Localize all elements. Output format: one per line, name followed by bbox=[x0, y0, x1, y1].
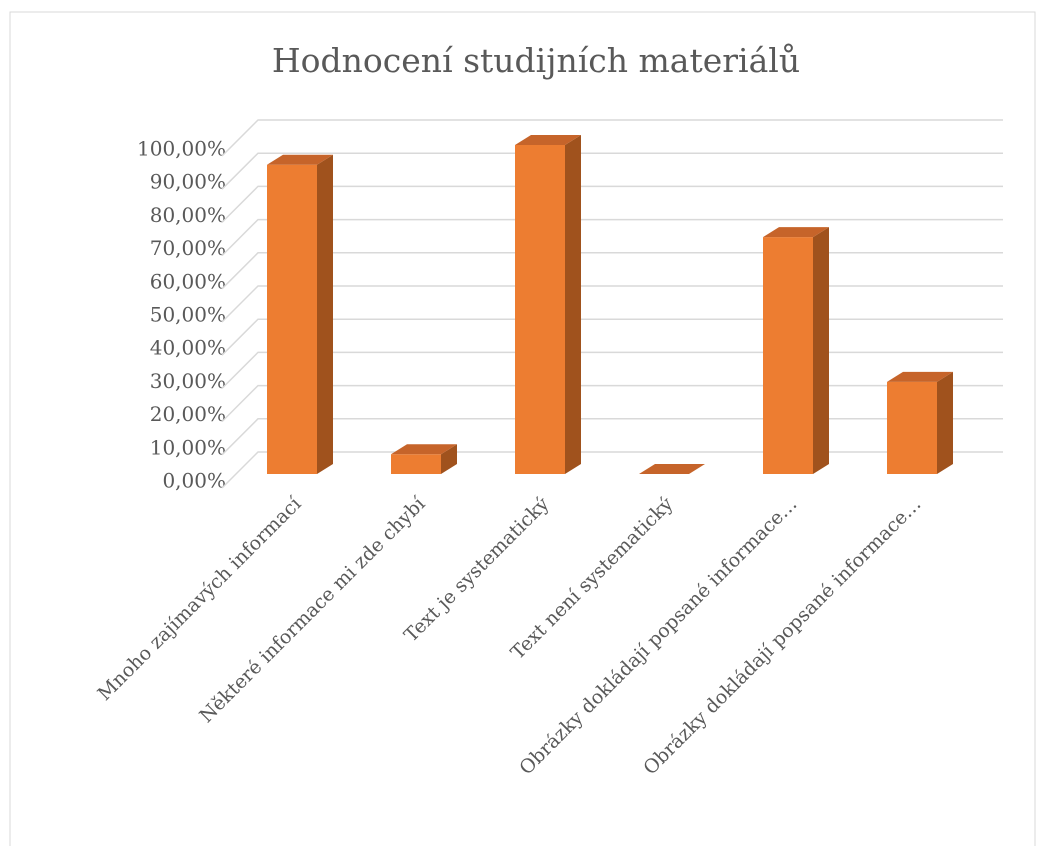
bar-front bbox=[515, 145, 565, 474]
y-tick-label: 50,00% bbox=[150, 303, 226, 327]
bar-front bbox=[887, 381, 937, 474]
y-tick-label: 30,00% bbox=[150, 369, 226, 393]
bar-top bbox=[391, 444, 457, 455]
y-tick-label: 90,00% bbox=[150, 170, 226, 194]
grid-line bbox=[221, 451, 1003, 489]
grid-line bbox=[221, 285, 1003, 323]
bar-front bbox=[267, 164, 317, 475]
bar-front bbox=[763, 237, 813, 474]
bar-top bbox=[639, 464, 705, 474]
bar bbox=[763, 227, 829, 474]
grid-line bbox=[221, 318, 1003, 356]
grid-line bbox=[221, 185, 1003, 223]
y-tick-label: 40,00% bbox=[150, 336, 226, 360]
grid-line bbox=[221, 418, 1003, 456]
grid-line bbox=[221, 152, 1003, 190]
bar-side bbox=[813, 227, 829, 474]
bar bbox=[267, 154, 333, 475]
bar bbox=[887, 371, 953, 474]
grid-line bbox=[221, 252, 1003, 290]
y-tick-label: 80,00% bbox=[150, 203, 226, 227]
bar-side bbox=[441, 444, 457, 474]
y-tick-label: 0,00% bbox=[162, 469, 226, 493]
grid-line bbox=[221, 351, 1003, 389]
y-tick-label: 10,00% bbox=[150, 435, 226, 459]
bar-side bbox=[317, 154, 333, 475]
bar-side bbox=[565, 135, 581, 474]
chart-title: Hodnocení studijních materiálů bbox=[272, 41, 800, 80]
y-tick-label: 60,00% bbox=[150, 269, 226, 293]
bar-top bbox=[763, 227, 829, 238]
bar-top bbox=[515, 135, 581, 145]
grid-line bbox=[221, 384, 1003, 423]
bar-side bbox=[937, 371, 953, 474]
bar-front bbox=[391, 454, 441, 474]
y-tick-label: 20,00% bbox=[150, 402, 226, 426]
grid-line bbox=[221, 119, 1003, 157]
bar-top bbox=[887, 371, 953, 382]
bar bbox=[515, 135, 581, 474]
bar-top bbox=[267, 154, 333, 165]
y-tick-label: 70,00% bbox=[150, 236, 226, 260]
y-tick-label: 100,00% bbox=[137, 137, 226, 161]
grid-line bbox=[221, 218, 1003, 257]
bar bbox=[391, 444, 457, 474]
bar bbox=[639, 464, 705, 474]
